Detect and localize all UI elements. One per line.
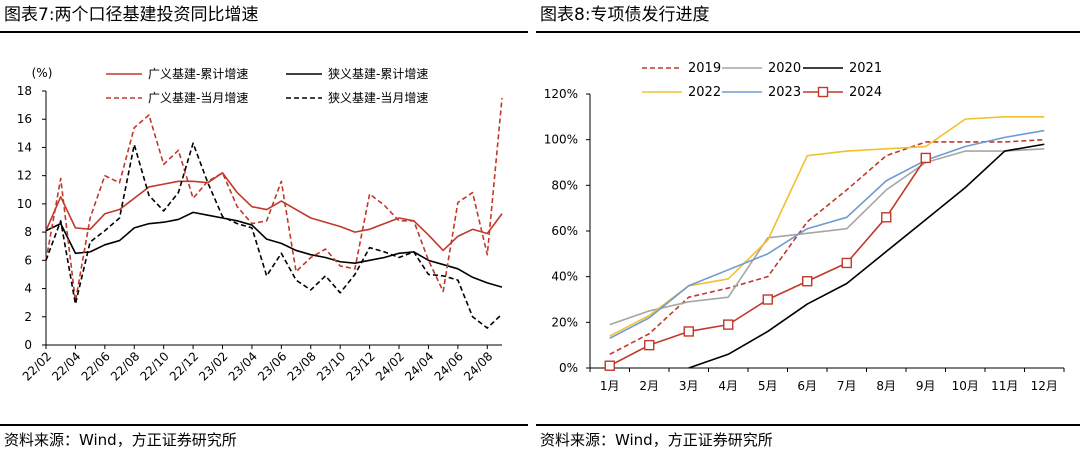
y-tick-label: 120%: [544, 87, 578, 101]
series-line-2020: [609, 148, 1045, 326]
x-tick-label: 23/10: [314, 349, 348, 383]
y-tick-label: 10: [17, 197, 32, 211]
series-line-2023: [609, 129, 1045, 340]
x-tick-label: 23/02: [196, 349, 230, 383]
y-axis-label: (%): [32, 66, 53, 80]
chart-source: 资料来源：Wind，方正证券研究所: [540, 431, 773, 449]
x-tick-label: 24/04: [402, 349, 436, 383]
series-point-2024: [762, 294, 773, 305]
x-tick-label: 24/08: [461, 349, 495, 383]
x-tick-label: 6月: [797, 379, 817, 393]
series-point-2024: [802, 276, 813, 287]
legend-label: 2019: [688, 61, 721, 76]
legend-label: 广义基建-当月增速: [148, 91, 248, 105]
legend-label: 2022: [688, 85, 721, 100]
x-tick-label: 23/08: [285, 349, 319, 383]
y-tick-label: 18: [17, 84, 32, 98]
chart-panel-special-bonds: 图表8:专项债发行进度 0% 20% 40% 60% 80% 100% 120% 1月 2月 3月…: [536, 0, 1080, 456]
x-tick-label: 22/08: [108, 349, 142, 383]
legend-label: 2023: [768, 85, 801, 100]
title-divider: [536, 31, 1080, 33]
legend-label: 2024: [849, 85, 882, 100]
x-tick-label: 23/06: [255, 349, 289, 383]
series-line-2019: [609, 138, 1045, 356]
x-tick-label: 3月: [679, 379, 699, 393]
x-tick-label: 4月: [718, 379, 738, 393]
y-tick-label: 4: [24, 282, 32, 296]
series-point-2024: [644, 339, 655, 351]
y-tick-label: 14: [17, 140, 32, 154]
y-tick-label: 12: [17, 169, 32, 183]
y-tick-label: 40%: [551, 270, 578, 284]
source-divider: [536, 424, 1080, 426]
series-line-狭义基建-当月增速: [45, 142, 503, 329]
chart-panel-infrastructure: 图表7:两个口径基建投资同比增速 0 2 4 6 8 10 12 14 16 18 (%) 22/02…: [0, 0, 528, 456]
series-line-2021: [688, 143, 1045, 369]
legend-label: 狭义基建-累计增速: [328, 67, 428, 81]
series-line-广义基建-累计增速: [45, 172, 503, 252]
legend-marker: [817, 86, 829, 98]
x-tick-label: 23/12: [343, 349, 377, 383]
y-tick-label: 20%: [551, 315, 578, 329]
x-tick-label: 7月: [837, 379, 857, 393]
x-tick-label: 22/10: [137, 349, 171, 383]
y-tick-label: 100%: [544, 133, 578, 147]
series-point-2024: [723, 319, 734, 330]
y-tick-label: 16: [17, 112, 32, 126]
series-point-2024: [604, 360, 615, 371]
y-tick-label: 6: [24, 253, 32, 267]
special-bond-progress-chart: 0% 20% 40% 60% 80% 100% 120% 1月 2月 3月 4月 5月 6月 7月 8月 9月…: [544, 61, 1065, 393]
title-divider: [0, 31, 528, 33]
series-point-2024: [920, 152, 931, 164]
legend-label: 2021: [849, 61, 882, 76]
y-tick-label: 60%: [551, 224, 578, 238]
x-tick-label: 22/04: [49, 349, 83, 383]
chart-title: 图表8:专项债发行进度: [540, 5, 710, 25]
chart-title: 图表7:两个口径基建投资同比增速: [4, 5, 259, 25]
x-tick-label: 1月: [600, 379, 620, 393]
x-tick-label: 8月: [876, 379, 896, 393]
chart-source: 资料来源：Wind，方正证券研究所: [4, 431, 237, 449]
x-tick-label: 23/04: [226, 349, 260, 383]
x-tick-label: 22/12: [167, 349, 201, 383]
series-point-2024: [881, 212, 892, 223]
series-point-2024: [841, 257, 852, 269]
x-tick-label: 24/06: [432, 349, 466, 383]
x-tick-label: 22/02: [20, 349, 54, 383]
x-tick-label: 11月: [991, 379, 1018, 393]
x-tick-label: 22/06: [79, 349, 113, 383]
y-tick-label: 0: [24, 338, 32, 352]
legend-label: 2020: [768, 61, 801, 76]
source-divider: [0, 424, 528, 426]
series-line-2022: [609, 116, 1045, 337]
x-tick-label: 2月: [639, 379, 659, 393]
y-tick-label: 80%: [551, 178, 578, 192]
series-line-狭义基建-累计增速: [45, 211, 503, 288]
x-tick-label: 9月: [916, 379, 936, 393]
y-tick-label: 0%: [559, 361, 578, 375]
x-tick-label: 5月: [758, 379, 778, 393]
series-point-2024: [683, 326, 694, 337]
x-tick-label: 24/02: [373, 349, 407, 383]
legend-label: 狭义基建-当月增速: [328, 91, 428, 105]
x-tick-label: 10月: [952, 379, 979, 393]
series-line-广义基建-当月增速: [45, 97, 503, 303]
legend-label: 广义基建-累计增速: [148, 67, 248, 81]
y-tick-label: 2: [24, 310, 32, 324]
infrastructure-growth-chart: 024681012141618(%)22/0222/0422/0622/0822…: [17, 66, 503, 384]
x-tick-label: 12月: [1031, 379, 1058, 393]
y-tick-label: 8: [24, 225, 32, 239]
